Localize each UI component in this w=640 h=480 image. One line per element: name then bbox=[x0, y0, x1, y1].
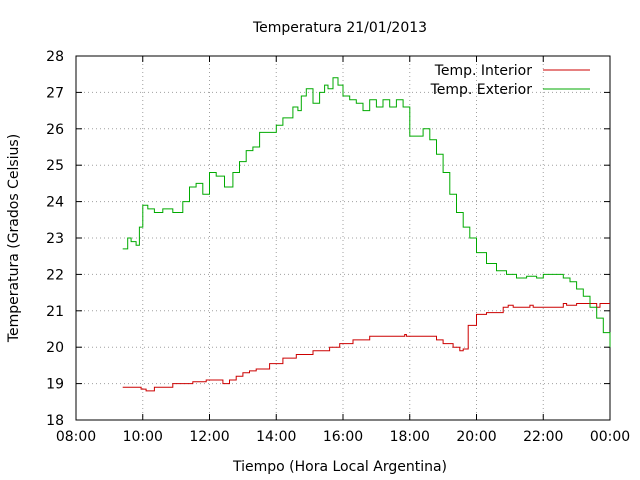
y-tick-label: 18 bbox=[46, 413, 64, 429]
y-tick-label: 28 bbox=[46, 49, 64, 65]
y-tick-label: 21 bbox=[46, 304, 64, 320]
x-tick-label: 12:00 bbox=[189, 429, 229, 445]
y-tick-label: 27 bbox=[46, 85, 64, 101]
legend-label: Temp. Exterior bbox=[430, 82, 533, 98]
y-tick-label: 23 bbox=[46, 231, 64, 247]
series-line-exterior bbox=[122, 77, 611, 348]
y-axis-title: Temperatura (Grados Celsius) bbox=[6, 134, 22, 343]
grid bbox=[76, 56, 610, 420]
y-tick-label: 22 bbox=[46, 267, 64, 283]
x-tick-label: 20:00 bbox=[456, 429, 496, 445]
series-line-interior bbox=[122, 303, 610, 392]
x-tick-label: 14:00 bbox=[256, 429, 296, 445]
chart-title: Temperatura 21/01/2013 bbox=[252, 20, 427, 36]
y-tick-label: 24 bbox=[46, 195, 64, 211]
x-tick-label: 00:00 bbox=[590, 429, 630, 445]
x-tick-label: 22:00 bbox=[523, 429, 563, 445]
x-tick-label: 18:00 bbox=[390, 429, 430, 445]
series-layer bbox=[122, 77, 611, 392]
axis-ticks: 08:00 10:00 12:00 14:00 16:00 18:00 20:00 22:00… bbox=[46, 49, 630, 445]
y-tick-label: 26 bbox=[46, 122, 64, 138]
y-tick-label: 25 bbox=[46, 158, 64, 174]
x-tick-label: 10:00 bbox=[123, 429, 163, 445]
x-tick-label: 16:00 bbox=[323, 429, 363, 445]
x-tick-label: 08:00 bbox=[56, 429, 96, 445]
y-tick-label: 20 bbox=[46, 340, 64, 356]
legend-label: Temp. Interior bbox=[434, 63, 533, 79]
x-axis-title: Tiempo (Hora Local Argentina) bbox=[232, 459, 447, 475]
y-tick-label: 19 bbox=[46, 377, 64, 393]
legend: Temp. Interior Temp. Exterior bbox=[430, 63, 590, 98]
